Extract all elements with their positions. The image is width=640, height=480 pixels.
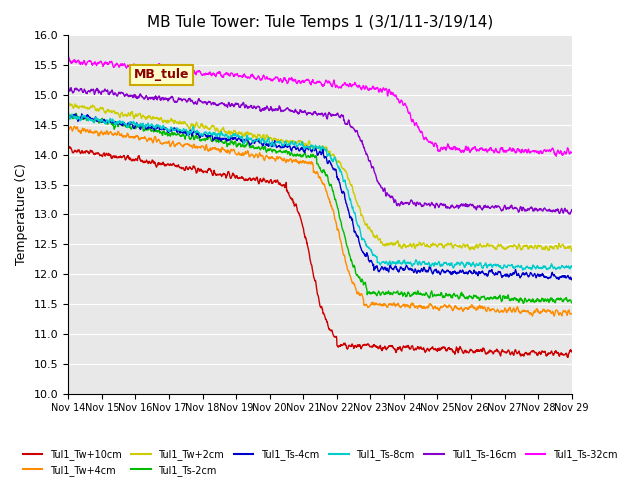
Tul1_Ts-32cm [568, 150, 575, 156]
Tul1_Ts-2cm [124, 121, 132, 127]
Tul1_Ts-4cm [289, 144, 296, 150]
Y-axis label: Temperature (C): Temperature (C) [15, 164, 28, 265]
Tul1_Ts-32cm [552, 153, 560, 159]
Tul1_Tw+4cm [278, 157, 286, 163]
Tul1_Ts-4cm [351, 228, 359, 234]
Tul1_Tw+4cm [351, 284, 359, 289]
Tul1_Ts-8cm [289, 139, 296, 144]
Line: Tul1_Tw+2cm: Tul1_Tw+2cm [68, 104, 572, 251]
Tul1_Ts-32cm [124, 62, 132, 68]
Tul1_Tw+4cm [70, 123, 78, 129]
Tul1_Ts-4cm [104, 119, 111, 125]
Tul1_Tw+2cm [289, 138, 296, 144]
Tul1_Tw+4cm [104, 129, 111, 134]
Tul1_Ts-4cm [78, 111, 86, 117]
Tul1_Tw+2cm [66, 101, 74, 107]
Tul1_Ts-2cm [65, 117, 72, 123]
Tul1_Tw+10cm [104, 152, 111, 157]
Tul1_Ts-32cm [351, 80, 358, 85]
Tul1_Tw+2cm [124, 111, 132, 117]
Tul1_Ts-16cm [104, 88, 111, 94]
Tul1_Tw+4cm [568, 311, 575, 316]
Tul1_Ts-2cm [351, 266, 359, 272]
Tul1_Ts-4cm [568, 277, 575, 283]
Tul1_Tw+4cm [124, 132, 132, 137]
Tul1_Ts-8cm [568, 264, 575, 270]
Tul1_Ts-16cm [568, 207, 575, 213]
Tul1_Tw+4cm [298, 160, 305, 166]
Line: Tul1_Tw+4cm: Tul1_Tw+4cm [68, 126, 572, 316]
Tul1_Tw+10cm [351, 343, 359, 349]
Line: Tul1_Ts-2cm: Tul1_Ts-2cm [68, 113, 572, 303]
Line: Tul1_Ts-4cm: Tul1_Ts-4cm [68, 114, 572, 280]
Title: MB Tule Tower: Tule Temps 1 (3/1/11-3/19/14): MB Tule Tower: Tule Temps 1 (3/1/11-3/19… [147, 15, 493, 30]
Tul1_Ts-2cm [104, 121, 111, 127]
Tul1_Ts-4cm [124, 120, 132, 126]
Tul1_Ts-2cm [72, 110, 80, 116]
Tul1_Tw+2cm [351, 194, 359, 200]
Tul1_Ts-2cm [289, 152, 296, 158]
Tul1_Tw+10cm [564, 354, 572, 360]
Tul1_Ts-32cm [298, 80, 305, 86]
Tul1_Ts-4cm [278, 144, 286, 150]
Tul1_Tw+10cm [124, 153, 132, 158]
Tul1_Ts-16cm [566, 211, 574, 217]
Tul1_Ts-32cm [278, 79, 285, 85]
Tul1_Tw+10cm [278, 183, 286, 189]
Tul1_Ts-32cm [65, 53, 72, 59]
Tul1_Tw+10cm [289, 196, 296, 202]
Tul1_Ts-2cm [298, 154, 305, 159]
Tul1_Ts-8cm [278, 143, 285, 148]
Tul1_Ts-16cm [278, 108, 285, 113]
Tul1_Ts-16cm [65, 84, 72, 89]
Tul1_Tw+10cm [568, 349, 575, 355]
Tul1_Ts-8cm [104, 118, 111, 123]
Tul1_Ts-16cm [124, 93, 132, 98]
Line: Tul1_Tw+10cm: Tul1_Tw+10cm [68, 147, 572, 357]
Text: MB_tule: MB_tule [134, 68, 189, 81]
Tul1_Ts-16cm [298, 108, 305, 114]
Tul1_Ts-8cm [124, 125, 132, 131]
Tul1_Ts-16cm [351, 127, 358, 133]
Tul1_Tw+2cm [65, 105, 72, 111]
Tul1_Ts-16cm [289, 108, 296, 114]
Tul1_Tw+10cm [65, 145, 72, 151]
Tul1_Tw+2cm [298, 140, 305, 146]
Tul1_Ts-8cm [351, 210, 358, 216]
Tul1_Ts-32cm [289, 78, 296, 84]
Tul1_Tw+10cm [298, 220, 305, 226]
Tul1_Ts-8cm [519, 267, 527, 273]
Tul1_Ts-8cm [65, 110, 72, 116]
Tul1_Tw+4cm [550, 313, 558, 319]
Tul1_Ts-8cm [298, 142, 305, 147]
Tul1_Ts-32cm [104, 60, 111, 66]
Tul1_Tw+2cm [568, 248, 575, 254]
Tul1_Tw+4cm [289, 158, 296, 164]
Legend: Tul1_Tw+10cm, Tul1_Tw+4cm, Tul1_Tw+2cm, Tul1_Ts-2cm, Tul1_Ts-4cm, Tul1_Ts-8cm, T: Tul1_Tw+10cm, Tul1_Tw+4cm, Tul1_Tw+2cm, … [19, 445, 621, 480]
Line: Tul1_Ts-8cm: Tul1_Ts-8cm [68, 113, 572, 270]
Tul1_Tw+10cm [66, 144, 74, 150]
Tul1_Tw+2cm [278, 137, 286, 143]
Tul1_Ts-2cm [278, 149, 286, 155]
Tul1_Ts-2cm [568, 300, 575, 306]
Tul1_Tw+2cm [104, 107, 111, 112]
Tul1_Ts-2cm [520, 300, 527, 306]
Line: Tul1_Ts-32cm: Tul1_Ts-32cm [68, 56, 572, 156]
Tul1_Ts-4cm [65, 116, 72, 122]
Tul1_Ts-4cm [298, 144, 305, 150]
Tul1_Tw+4cm [65, 125, 72, 131]
Line: Tul1_Ts-16cm: Tul1_Ts-16cm [68, 86, 572, 214]
